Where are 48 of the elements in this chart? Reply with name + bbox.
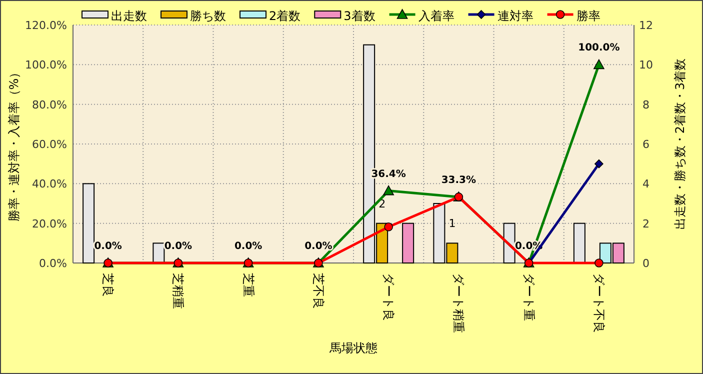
bar <box>152 242 165 264</box>
y2-tick-label: 12 <box>639 19 653 32</box>
data-label: 1 <box>448 217 456 230</box>
x-axis-title: 馬場状態 <box>328 341 378 355</box>
legend-label: 勝ち数 <box>190 9 226 23</box>
y-tick-label: 40.0% <box>32 178 67 191</box>
y2-tick-label: 4 <box>642 178 650 191</box>
y2-tick-label: 0 <box>642 257 650 270</box>
bar <box>82 183 95 264</box>
point <box>594 258 604 268</box>
legend-label: 2着数 <box>269 9 301 23</box>
point <box>383 185 394 196</box>
y-axis-title: 勝率・連対率・入着率（%） <box>7 66 21 222</box>
legend-label: 出走数 <box>111 9 147 23</box>
legend-label: 勝率 <box>576 9 600 23</box>
point <box>384 222 393 232</box>
y-tick-label: 80.0% <box>32 98 67 112</box>
y-tick-label: 120.0% <box>25 19 67 32</box>
legend-label: 3着数 <box>344 9 376 23</box>
point <box>594 159 604 168</box>
legend-label: 入着率 <box>418 9 454 23</box>
x-tick-label: 芝不良 <box>311 273 326 309</box>
data-label: 0.0% <box>94 241 122 252</box>
y-tick-label: 20.0% <box>32 217 67 230</box>
y2-tick-label: 2 <box>642 217 650 230</box>
x-tick-label: 芝重 <box>241 273 256 297</box>
bar <box>573 222 586 264</box>
data-label: 100.0% <box>578 42 620 54</box>
x-tick-label: 芝稍重 <box>171 273 186 309</box>
bar <box>402 222 414 264</box>
x-tick-label: ダート不良 <box>592 273 606 333</box>
x-tick-label: ダート重 <box>522 273 536 321</box>
y2-tick-label: 10 <box>639 58 653 72</box>
data-label: 0.0% <box>304 241 332 252</box>
x-tick-label: ダート稍重 <box>452 273 466 333</box>
y-tick-label: 100.0% <box>25 58 67 72</box>
data-label: 33.3% <box>441 174 476 186</box>
y-tick-label: 0.0% <box>39 257 67 270</box>
data-label: 0.0% <box>164 241 192 252</box>
y2-tick-label: 8 <box>642 98 650 112</box>
point <box>594 59 604 70</box>
x-tick-label: 芝良 <box>101 273 116 297</box>
y2-axis-title: 出走数・勝ち数・2着数・3着数 <box>673 58 687 230</box>
x-tick-label: ダート良 <box>382 273 396 321</box>
y-tick-label: 60.0% <box>32 138 67 151</box>
y2-tick-label: 6 <box>642 138 650 151</box>
legend-label: 連対率 <box>497 9 534 23</box>
data-label: 0.0% <box>234 241 262 252</box>
